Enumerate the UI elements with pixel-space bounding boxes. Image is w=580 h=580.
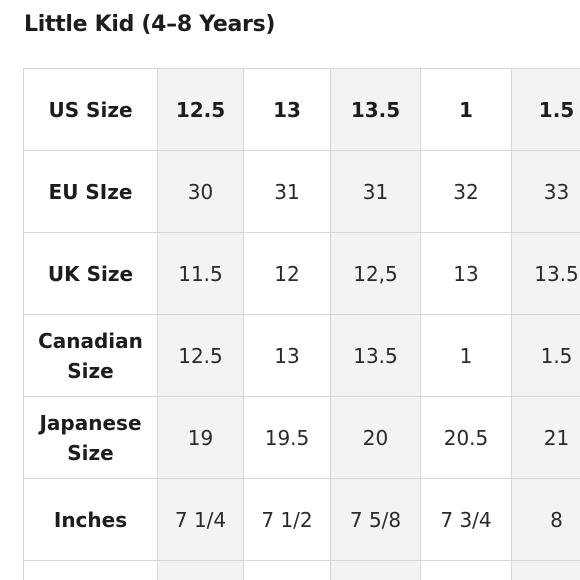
table-cell: 7 1/2 bbox=[243, 478, 331, 561]
header-cell: 1.5 bbox=[511, 68, 580, 151]
table-cell: 20 bbox=[330, 396, 421, 479]
table-cell: 7 1/4 bbox=[157, 478, 244, 561]
table-cell: 13.5 bbox=[511, 232, 580, 315]
table-cell bbox=[330, 560, 421, 580]
header-cell: 13.5 bbox=[330, 68, 421, 151]
header-cell: 1 bbox=[420, 68, 512, 151]
table-cell: 20.5 bbox=[420, 396, 512, 479]
table-cell bbox=[511, 560, 580, 580]
table-cell: 33 bbox=[511, 150, 580, 233]
row-label-inches: Inches bbox=[23, 478, 158, 561]
table-cell: 31 bbox=[330, 150, 421, 233]
table-cell: 1 bbox=[420, 314, 512, 397]
row-label-eu-size: EU SIze bbox=[23, 150, 158, 233]
table-cell bbox=[23, 560, 158, 580]
table-row: Canadian Size 12.5 13 13.5 1 1.5 bbox=[23, 314, 580, 397]
table-cell: 19.5 bbox=[243, 396, 331, 479]
table-cell: 8 bbox=[511, 478, 580, 561]
row-label-canadian-size: Canadian Size bbox=[23, 314, 158, 397]
row-label-uk-size: UK Size bbox=[23, 232, 158, 315]
table-row: Inches 7 1/4 7 1/2 7 5/8 7 3/4 8 bbox=[23, 478, 580, 561]
table-cell: 12 bbox=[243, 232, 331, 315]
table-cell: 12.5 bbox=[157, 314, 244, 397]
table-row: EU SIze 30 31 31 32 33 bbox=[23, 150, 580, 233]
table-cell bbox=[243, 560, 331, 580]
size-chart-table: US Size 12.5 13 13.5 1 1.5 EU SIze 30 31… bbox=[23, 68, 580, 580]
table-header-row: US Size 12.5 13 13.5 1 1.5 bbox=[23, 68, 580, 151]
table-cell: 21 bbox=[511, 396, 580, 479]
table-cell: 19 bbox=[157, 396, 244, 479]
table-cell: 12,5 bbox=[330, 232, 421, 315]
page-title: Little Kid (4–8 Years) bbox=[24, 12, 276, 37]
table-cell: 13.5 bbox=[330, 314, 421, 397]
row-label-us-size: US Size bbox=[23, 68, 158, 151]
table-cell: 13 bbox=[420, 232, 512, 315]
table-cell: 1.5 bbox=[511, 314, 580, 397]
table-cell: 31 bbox=[243, 150, 331, 233]
table-cell bbox=[420, 560, 512, 580]
table-cell: 13 bbox=[243, 314, 331, 397]
table-cell: 7 5/8 bbox=[330, 478, 421, 561]
table-row-cut-off bbox=[23, 560, 580, 580]
header-cell: 13 bbox=[243, 68, 331, 151]
table-cell: 32 bbox=[420, 150, 512, 233]
table-row: Japanese Size 19 19.5 20 20.5 21 bbox=[23, 396, 580, 479]
size-chart-table-wrapper: US Size 12.5 13 13.5 1 1.5 EU SIze 30 31… bbox=[23, 68, 580, 580]
header-cell: 12.5 bbox=[157, 68, 244, 151]
table-cell: 30 bbox=[157, 150, 244, 233]
table-cell: 11.5 bbox=[157, 232, 244, 315]
table-cell: 7 3/4 bbox=[420, 478, 512, 561]
table-cell bbox=[157, 560, 244, 580]
table-row: UK Size 11.5 12 12,5 13 13.5 bbox=[23, 232, 580, 315]
row-label-japanese-size: Japanese Size bbox=[23, 396, 158, 479]
